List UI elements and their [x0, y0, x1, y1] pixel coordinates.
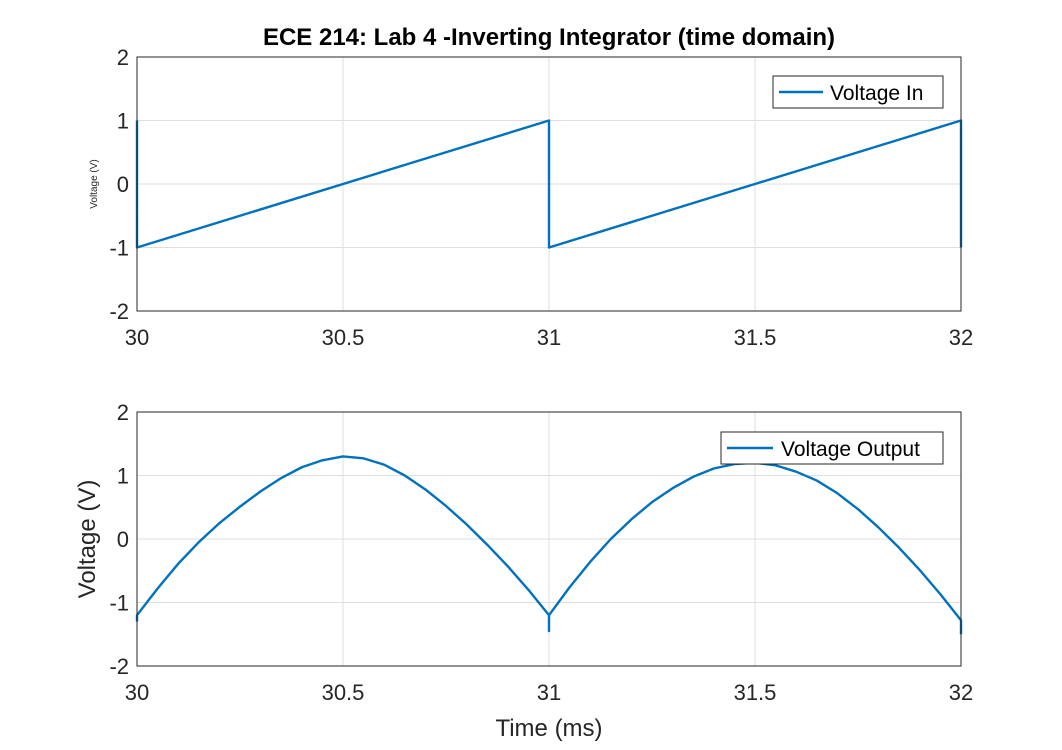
bot-y-tick-label: -2: [109, 654, 129, 679]
bot-y-tick-label: -1: [109, 591, 129, 616]
bot-x-tick-label: 31: [537, 680, 561, 705]
top-y-tick-label: -1: [109, 236, 129, 261]
top-y-tick-label: 1: [117, 109, 129, 134]
top-axes: 30 30.5 31 31.5 32 2 1 0 -1 -2 Voltage (V) Volta…: [89, 45, 973, 350]
top-y-axis-label: Voltage (V): [89, 159, 100, 208]
bot-x-tick-label: 32: [949, 680, 973, 705]
top-x-tick-label: 31: [537, 325, 561, 350]
bot-x-tick-label: 30.5: [322, 680, 365, 705]
top-y-tick-labels: 2 1 0 -1 -2: [109, 45, 129, 324]
bottom-axes-frame: [136, 411, 962, 667]
bottom-y-tick-labels: 2 1 0 -1 -2: [109, 400, 129, 679]
bottom-x-tick-labels: 30 30.5 31 31.5 32: [125, 680, 973, 705]
bottom-legend: Voltage Output: [720, 431, 944, 465]
bottom-y-axis-label: Voltage (V): [74, 480, 101, 599]
top-x-tick-label: 30.5: [322, 325, 365, 350]
voltage-output-line: [135, 455, 963, 635]
bot-x-tick-label: 30: [125, 680, 149, 705]
bot-x-tick-label: 31.5: [734, 680, 777, 705]
top-legend-box: [772, 75, 944, 109]
bot-y-tick-label: 0: [117, 527, 129, 552]
bottom-axes: 30 30.5 31 31.5 32 2 1 0 -1 -2 Voltage (V) Time …: [74, 400, 973, 742]
top-axes-frame: [136, 56, 962, 312]
top-y-tick-label: 2: [117, 45, 129, 70]
top-legend: Voltage In: [772, 75, 944, 109]
top-y-tick-label: -2: [109, 299, 129, 324]
top-legend-label: Voltage In: [830, 82, 923, 105]
top-x-tick-label: 32: [949, 325, 973, 350]
bot-y-tick-label: 2: [117, 400, 129, 425]
top-x-tick-label: 31.5: [734, 325, 777, 350]
top-x-tick-label: 30: [125, 325, 149, 350]
chart-title: ECE 214: Lab 4 -Inverting Integrator (ti…: [263, 24, 835, 51]
bottom-legend-label: Voltage Output: [781, 438, 920, 461]
top-y-tick-label: 0: [117, 172, 129, 197]
bottom-x-axis-label: Time (ms): [495, 715, 602, 742]
top-x-tick-labels: 30 30.5 31 31.5 32: [125, 325, 973, 350]
bot-y-tick-label: 1: [117, 464, 129, 489]
